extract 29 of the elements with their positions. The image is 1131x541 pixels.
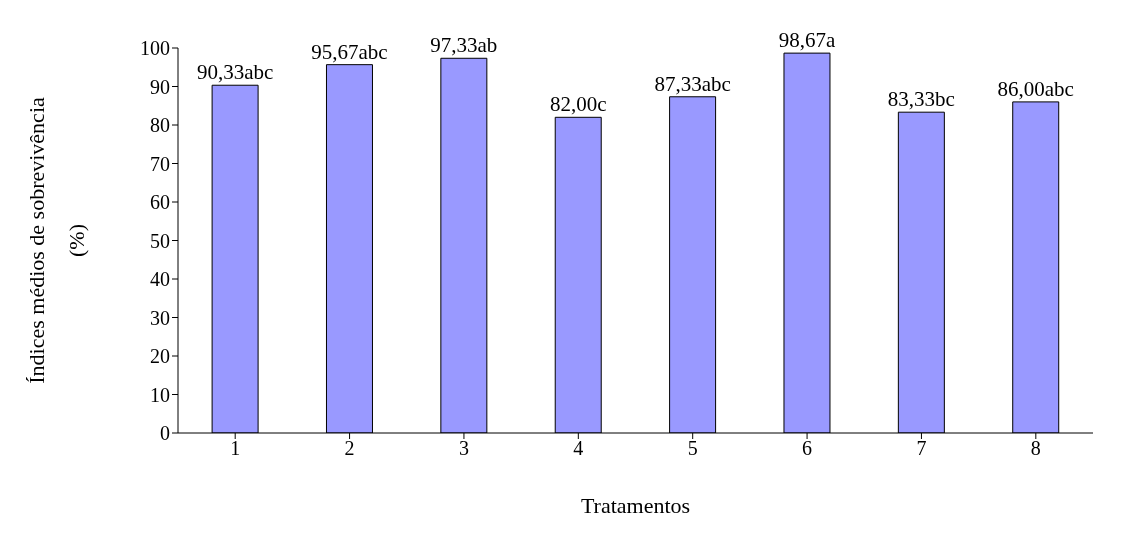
data-label: 90,33abc xyxy=(196,60,274,85)
y-tick-label: 50 xyxy=(150,229,170,252)
y-tick-label: 0 xyxy=(160,422,170,445)
data-label: 95,67abc xyxy=(311,39,388,64)
y-axis-title: Índices médios de sobrevivência (%) xyxy=(24,97,89,384)
data-label: 86,00abc xyxy=(997,76,1074,101)
y-tick-label: 80 xyxy=(150,114,170,137)
x-tick-label: 8 xyxy=(1030,437,1041,460)
x-tick-label: 3 xyxy=(458,437,469,460)
data-label: 82,00c xyxy=(549,92,607,117)
x-tick-label: 2 xyxy=(344,437,355,460)
y-tick-label: 70 xyxy=(150,152,170,175)
y-tick-label: 30 xyxy=(150,306,170,329)
x-tick-label: 1 xyxy=(230,437,241,460)
data-label: 83,33bc xyxy=(887,87,955,112)
x-tick-label: 5 xyxy=(687,437,698,460)
x-tick-label: 6 xyxy=(802,437,813,460)
y-tick-label: 100 xyxy=(140,37,170,60)
y-tick-label: 20 xyxy=(150,345,170,368)
x-axis-title: Tratamentos xyxy=(580,493,691,518)
y-tick-label: 60 xyxy=(150,191,170,214)
data-label: 98,67a xyxy=(778,28,836,53)
data-label: 87,33abc xyxy=(654,71,731,96)
data-label: 97,33ab xyxy=(430,33,498,58)
x-tick-label: 4 xyxy=(573,437,584,460)
y-tick-label: 40 xyxy=(150,268,170,291)
y-tick-label: 90 xyxy=(150,75,170,98)
y-tick-label: 10 xyxy=(150,383,170,406)
x-tick-label: 7 xyxy=(916,437,927,460)
